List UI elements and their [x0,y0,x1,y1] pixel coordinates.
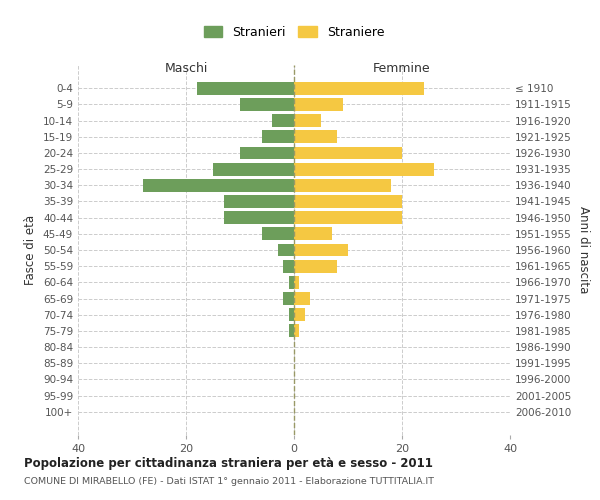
Bar [272,114,294,127]
Text: Popolazione per cittadinanza straniera per età e sesso - 2011: Popolazione per cittadinanza straniera p… [24,458,433,470]
Bar [294,260,337,272]
Bar [213,162,294,175]
Text: COMUNE DI MIRABELLO (FE) - Dati ISTAT 1° gennaio 2011 - Elaborazione TUTTITALIA.: COMUNE DI MIRABELLO (FE) - Dati ISTAT 1°… [24,478,434,486]
Y-axis label: Anni di nascita: Anni di nascita [577,206,590,294]
Bar [294,276,299,289]
Bar [294,130,337,143]
Bar [289,308,294,321]
Y-axis label: Fasce di età: Fasce di età [25,215,37,285]
Bar [294,244,348,256]
Bar [262,130,294,143]
Bar [294,292,310,305]
Bar [289,324,294,338]
Bar [283,260,294,272]
Bar [283,292,294,305]
Bar [294,98,343,111]
Bar [294,308,305,321]
Bar [294,211,402,224]
Bar [143,179,294,192]
Bar [278,244,294,256]
Bar [294,82,424,95]
Bar [240,146,294,160]
Bar [294,324,299,338]
Text: Femmine: Femmine [373,62,431,76]
Bar [294,228,332,240]
Bar [224,195,294,208]
Text: Maschi: Maschi [164,62,208,76]
Bar [289,276,294,289]
Bar [294,146,402,160]
Legend: Stranieri, Straniere: Stranieri, Straniere [197,20,391,45]
Bar [224,211,294,224]
Bar [294,162,434,175]
Bar [197,82,294,95]
Bar [294,179,391,192]
Bar [262,228,294,240]
Bar [240,98,294,111]
Bar [294,195,402,208]
Bar [294,114,321,127]
